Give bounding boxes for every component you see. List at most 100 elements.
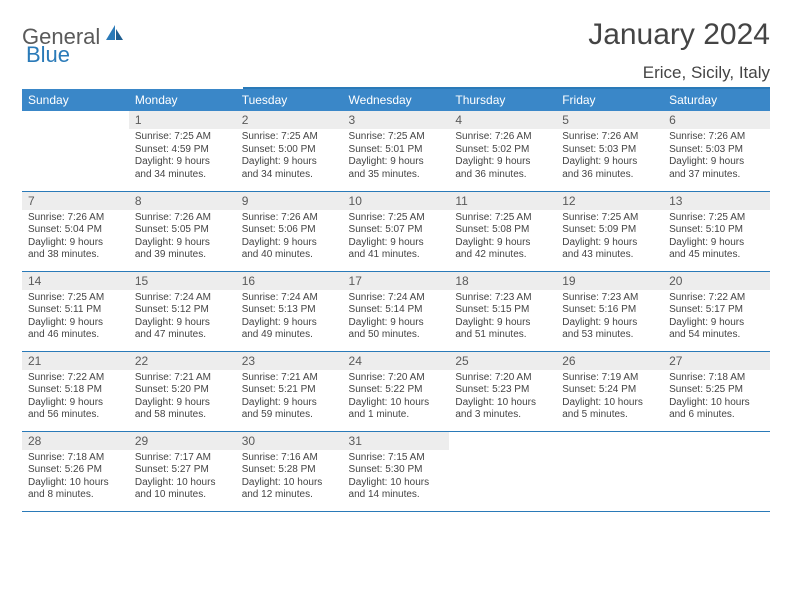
day-line: Sunset: 4:59 PM [135, 144, 230, 157]
calendar-cell: 18Sunrise: 7:23 AMSunset: 5:15 PMDayligh… [449, 271, 556, 351]
day-line: Daylight: 9 hours [135, 237, 230, 250]
day-header: Monday [129, 89, 236, 111]
day-line: and 34 minutes. [242, 169, 337, 182]
calendar-cell: 28Sunrise: 7:18 AMSunset: 5:26 PMDayligh… [22, 431, 129, 511]
day-line: Sunrise: 7:24 AM [242, 292, 337, 305]
day-line: Daylight: 9 hours [349, 156, 444, 169]
day-number: 14 [22, 272, 129, 290]
day-body: Sunrise: 7:24 AMSunset: 5:12 PMDaylight:… [129, 290, 236, 346]
day-line: Sunset: 5:17 PM [669, 304, 764, 317]
calendar-cell: 8Sunrise: 7:26 AMSunset: 5:05 PMDaylight… [129, 191, 236, 271]
day-body: Sunrise: 7:26 AMSunset: 5:02 PMDaylight:… [449, 129, 556, 185]
day-line: and 38 minutes. [28, 249, 123, 262]
day-line: Sunset: 5:30 PM [349, 464, 444, 477]
calendar-table: SundayMondayTuesdayWednesdayThursdayFrid… [22, 89, 770, 512]
day-body: Sunrise: 7:18 AMSunset: 5:25 PMDaylight:… [663, 370, 770, 426]
day-line: Daylight: 9 hours [135, 397, 230, 410]
day-line: Sunset: 5:21 PM [242, 384, 337, 397]
day-line: Sunrise: 7:25 AM [135, 131, 230, 144]
day-line: Daylight: 10 hours [135, 477, 230, 490]
day-line: and 43 minutes. [562, 249, 657, 262]
calendar-cell [22, 111, 129, 191]
day-line: Daylight: 10 hours [28, 477, 123, 490]
day-line: and 50 minutes. [349, 329, 444, 342]
day-line: Daylight: 10 hours [455, 397, 550, 410]
month-title: January 2024 [588, 18, 770, 51]
day-number: 12 [556, 192, 663, 210]
day-number: 4 [449, 111, 556, 129]
day-line: Sunrise: 7:22 AM [669, 292, 764, 305]
day-number: 28 [22, 432, 129, 450]
day-line: Sunset: 5:23 PM [455, 384, 550, 397]
day-line: and 49 minutes. [242, 329, 337, 342]
day-line: Sunrise: 7:24 AM [135, 292, 230, 305]
logo-text-blue: Blue [26, 42, 70, 67]
day-line: Sunrise: 7:23 AM [562, 292, 657, 305]
day-line: Daylight: 9 hours [669, 317, 764, 330]
day-body: Sunrise: 7:26 AMSunset: 5:03 PMDaylight:… [556, 129, 663, 185]
day-body: Sunrise: 7:25 AMSunset: 5:00 PMDaylight:… [236, 129, 343, 185]
calendar-cell: 23Sunrise: 7:21 AMSunset: 5:21 PMDayligh… [236, 351, 343, 431]
day-line: and 14 minutes. [349, 489, 444, 502]
day-line: and 59 minutes. [242, 409, 337, 422]
day-line: Sunrise: 7:18 AM [669, 372, 764, 385]
day-line: and 8 minutes. [28, 489, 123, 502]
day-number: 6 [663, 111, 770, 129]
day-line: Sunrise: 7:26 AM [135, 212, 230, 225]
day-line: and 6 minutes. [669, 409, 764, 422]
day-line: Sunset: 5:00 PM [242, 144, 337, 157]
day-body: Sunrise: 7:21 AMSunset: 5:21 PMDaylight:… [236, 370, 343, 426]
day-number: 22 [129, 352, 236, 370]
day-line: Daylight: 9 hours [28, 317, 123, 330]
day-line: and 40 minutes. [242, 249, 337, 262]
day-body: Sunrise: 7:25 AMSunset: 5:01 PMDaylight:… [343, 129, 450, 185]
day-line: Sunrise: 7:25 AM [28, 292, 123, 305]
day-line: Sunset: 5:07 PM [349, 224, 444, 237]
day-line: Daylight: 9 hours [242, 317, 337, 330]
day-line: Sunset: 5:14 PM [349, 304, 444, 317]
calendar-cell: 3Sunrise: 7:25 AMSunset: 5:01 PMDaylight… [343, 111, 450, 191]
day-line: Daylight: 10 hours [562, 397, 657, 410]
day-line: Sunrise: 7:26 AM [562, 131, 657, 144]
day-line: Daylight: 9 hours [135, 156, 230, 169]
day-line: and 1 minute. [349, 409, 444, 422]
calendar-cell: 12Sunrise: 7:25 AMSunset: 5:09 PMDayligh… [556, 191, 663, 271]
calendar-cell: 4Sunrise: 7:26 AMSunset: 5:02 PMDaylight… [449, 111, 556, 191]
day-line: Daylight: 9 hours [135, 317, 230, 330]
day-body: Sunrise: 7:15 AMSunset: 5:30 PMDaylight:… [343, 450, 450, 506]
location-wrap: Erice, Sicily, Italy [22, 61, 770, 89]
day-line: Sunset: 5:02 PM [455, 144, 550, 157]
day-line: Daylight: 9 hours [242, 156, 337, 169]
day-line: Sunrise: 7:19 AM [562, 372, 657, 385]
day-line: Daylight: 10 hours [669, 397, 764, 410]
calendar-cell: 5Sunrise: 7:26 AMSunset: 5:03 PMDaylight… [556, 111, 663, 191]
calendar-cell: 14Sunrise: 7:25 AMSunset: 5:11 PMDayligh… [22, 271, 129, 351]
day-line: and 35 minutes. [349, 169, 444, 182]
day-line: Daylight: 9 hours [28, 397, 123, 410]
day-line: and 34 minutes. [135, 169, 230, 182]
day-line: and 53 minutes. [562, 329, 657, 342]
calendar-cell: 25Sunrise: 7:20 AMSunset: 5:23 PMDayligh… [449, 351, 556, 431]
day-header: Thursday [449, 89, 556, 111]
day-line: Daylight: 9 hours [455, 156, 550, 169]
day-body: Sunrise: 7:24 AMSunset: 5:14 PMDaylight:… [343, 290, 450, 346]
day-body: Sunrise: 7:25 AMSunset: 5:09 PMDaylight:… [556, 210, 663, 266]
day-body: Sunrise: 7:25 AMSunset: 5:08 PMDaylight:… [449, 210, 556, 266]
day-line: Sunrise: 7:20 AM [349, 372, 444, 385]
day-number: 21 [22, 352, 129, 370]
day-line: Sunrise: 7:17 AM [135, 452, 230, 465]
calendar-cell: 24Sunrise: 7:20 AMSunset: 5:22 PMDayligh… [343, 351, 450, 431]
day-body: Sunrise: 7:24 AMSunset: 5:13 PMDaylight:… [236, 290, 343, 346]
day-number: 8 [129, 192, 236, 210]
day-body: Sunrise: 7:23 AMSunset: 5:16 PMDaylight:… [556, 290, 663, 346]
day-line: Sunset: 5:15 PM [455, 304, 550, 317]
logo-sail-icon [104, 23, 124, 48]
day-line: and 36 minutes. [562, 169, 657, 182]
day-line: and 56 minutes. [28, 409, 123, 422]
day-body: Sunrise: 7:21 AMSunset: 5:20 PMDaylight:… [129, 370, 236, 426]
day-number: 17 [343, 272, 450, 290]
day-line: Daylight: 10 hours [242, 477, 337, 490]
day-line: and 36 minutes. [455, 169, 550, 182]
day-body: Sunrise: 7:26 AMSunset: 5:03 PMDaylight:… [663, 129, 770, 185]
day-number: 16 [236, 272, 343, 290]
